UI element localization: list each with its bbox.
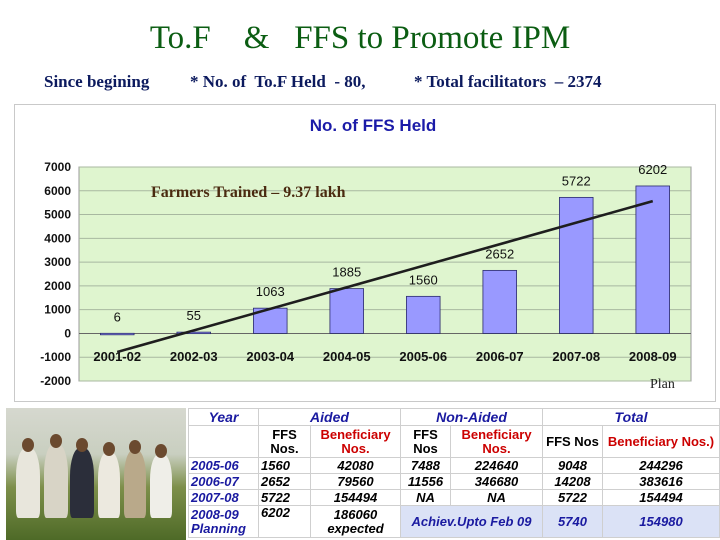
bar bbox=[635, 185, 670, 334]
bar bbox=[482, 269, 517, 334]
planning-beneficiary-cell: 186060 expected bbox=[310, 505, 401, 538]
nonaided-ffs-cell: 11556 bbox=[400, 473, 451, 490]
farmer-figure bbox=[150, 454, 172, 518]
ffs-chart: No. of FFS Held -2000 -1000 0 1000 2000 3000 40… bbox=[14, 104, 716, 402]
chart-title: No. of FFS Held bbox=[310, 116, 437, 135]
x-tick-label: 2002-03 bbox=[170, 349, 218, 364]
nonaided-beneficiary-cell: NA bbox=[450, 489, 543, 506]
y-tick-label: 0 bbox=[64, 326, 71, 340]
farmer-head bbox=[22, 438, 34, 452]
total-header: Total bbox=[542, 408, 720, 426]
farmer-head bbox=[50, 434, 62, 448]
farmer-head bbox=[76, 438, 88, 452]
year-cell: 2006-07 bbox=[188, 473, 259, 490]
table-row: 2006-07 2652 79560 11556 346680 14208 38… bbox=[188, 473, 720, 490]
total-beneficiary-cell: 244296 bbox=[602, 457, 720, 474]
y-tick-label: -2000 bbox=[40, 374, 71, 388]
y-tick-label: 4000 bbox=[44, 231, 71, 245]
farmer-head bbox=[103, 442, 115, 456]
y-tick-label: 1000 bbox=[44, 303, 71, 317]
farmer-figure bbox=[16, 448, 40, 518]
achievement-beneficiary-cell: 154980 bbox=[602, 505, 720, 538]
year-cell: 2007-08 bbox=[188, 489, 259, 506]
data-label: 55 bbox=[187, 308, 201, 323]
y-tick-label: 3000 bbox=[44, 255, 71, 269]
table-row: 2007-08 5722 154494 NA NA 5722 154494 bbox=[188, 489, 720, 506]
planning-ffs-cell: 6202 bbox=[258, 505, 311, 538]
achievement-label: Achiev.Upto Feb 09 bbox=[400, 505, 543, 538]
x-tick-label: 2006-07 bbox=[476, 349, 524, 364]
subheader-total-ffs: FFS Nos bbox=[542, 425, 603, 458]
subheader-nonaided-ffs: FFS Nos bbox=[400, 425, 451, 458]
subheader-aided-beneficiary: Beneficiary Nos. bbox=[310, 425, 401, 458]
plan-label: Plan bbox=[650, 377, 675, 392]
planning-year-cell: 2008-09 Planning bbox=[188, 505, 259, 538]
trendline bbox=[116, 199, 654, 354]
ffs-summary-table: Year Aided Non-Aided Total FFS Nos. Bene… bbox=[188, 408, 720, 540]
data-label: 2652 bbox=[485, 246, 514, 261]
data-label: 1063 bbox=[256, 284, 285, 299]
data-label: 6202 bbox=[638, 162, 667, 177]
bar bbox=[100, 332, 135, 336]
data-label: 5722 bbox=[562, 173, 591, 188]
farmer-figure bbox=[70, 448, 94, 518]
bar bbox=[329, 288, 364, 334]
subheader-nonaided-beneficiary: Beneficiary Nos. bbox=[450, 425, 543, 458]
field-photo bbox=[6, 408, 186, 540]
x-tick-label: 2003-04 bbox=[246, 349, 294, 364]
ffs-chart-svg: No. of FFS Held -2000 -1000 0 1000 2000 3000 40… bbox=[40, 116, 692, 388]
total-ffs-cell: 9048 bbox=[542, 457, 603, 474]
y-tick-label: 6000 bbox=[44, 184, 71, 198]
achievement-ffs-cell: 5740 bbox=[542, 505, 603, 538]
year-header: Year bbox=[188, 408, 259, 426]
subheader-total-beneficiary: Beneficiary Nos.) bbox=[602, 425, 720, 458]
farmer-figure bbox=[44, 444, 68, 518]
total-beneficiary-cell: 154494 bbox=[602, 489, 720, 506]
bar bbox=[406, 295, 441, 334]
total-beneficiary-cell: 383616 bbox=[602, 473, 720, 490]
y-tick-label: 5000 bbox=[44, 208, 71, 222]
planning-row: 2008-09 Planning 6202 186060 expected Ac… bbox=[188, 505, 720, 538]
x-tick-label: 2005-06 bbox=[399, 349, 447, 364]
y-tick-label: -1000 bbox=[40, 350, 71, 364]
x-tick-label: 2001-02 bbox=[93, 349, 141, 364]
data-label: 1560 bbox=[409, 272, 438, 287]
aided-header: Aided bbox=[258, 408, 401, 426]
x-tick-label: 2004-05 bbox=[323, 349, 371, 364]
year-subheader-empty bbox=[188, 425, 259, 458]
farmer-head bbox=[129, 440, 141, 454]
x-tick-label: 2008-09 bbox=[629, 349, 677, 364]
bar bbox=[559, 196, 594, 334]
total-ffs-cell: 5722 bbox=[542, 489, 603, 506]
nonaided-ffs-cell: NA bbox=[400, 489, 451, 506]
subheader-aided-ffs: FFS Nos. bbox=[258, 425, 311, 458]
slide-title: To.F & FFS to Promote IPM bbox=[149, 20, 571, 56]
aided-ffs-cell: 5722 bbox=[258, 489, 311, 506]
data-label: 1885 bbox=[332, 265, 361, 280]
aided-beneficiary-cell: 79560 bbox=[310, 473, 401, 490]
tof-held-stat: * No. of To.F Held - 80, bbox=[190, 72, 366, 91]
y-tick-label: 7000 bbox=[44, 160, 71, 174]
table-row: 2005-06 1560 42080 7488 224640 9048 2442… bbox=[188, 457, 720, 474]
total-ffs-cell: 14208 bbox=[542, 473, 603, 490]
bar bbox=[176, 331, 211, 335]
aided-ffs-cell: 1560 bbox=[258, 457, 311, 474]
farmer-head bbox=[155, 444, 167, 458]
aided-ffs-cell: 2652 bbox=[258, 473, 311, 490]
year-cell: 2005-06 bbox=[188, 457, 259, 474]
facilitators-stat: * Total facilitators – 2374 bbox=[414, 72, 602, 91]
farmer-figure bbox=[98, 452, 120, 518]
farmers-trained-annotation: Farmers Trained – 9.37 lakh bbox=[151, 184, 346, 201]
nonaided-ffs-cell: 7488 bbox=[400, 457, 451, 474]
since-beginning-label: Since begining bbox=[44, 72, 150, 91]
farmer-figure bbox=[124, 450, 146, 518]
y-tick-label: 2000 bbox=[44, 279, 71, 293]
nonaided-beneficiary-cell: 224640 bbox=[450, 457, 543, 474]
x-tick-label: 2007-08 bbox=[552, 349, 600, 364]
data-label: 6 bbox=[114, 309, 121, 324]
aided-beneficiary-cell: 154494 bbox=[310, 489, 401, 506]
non-aided-header: Non-Aided bbox=[400, 408, 543, 426]
nonaided-beneficiary-cell: 346680 bbox=[450, 473, 543, 490]
aided-beneficiary-cell: 42080 bbox=[310, 457, 401, 474]
